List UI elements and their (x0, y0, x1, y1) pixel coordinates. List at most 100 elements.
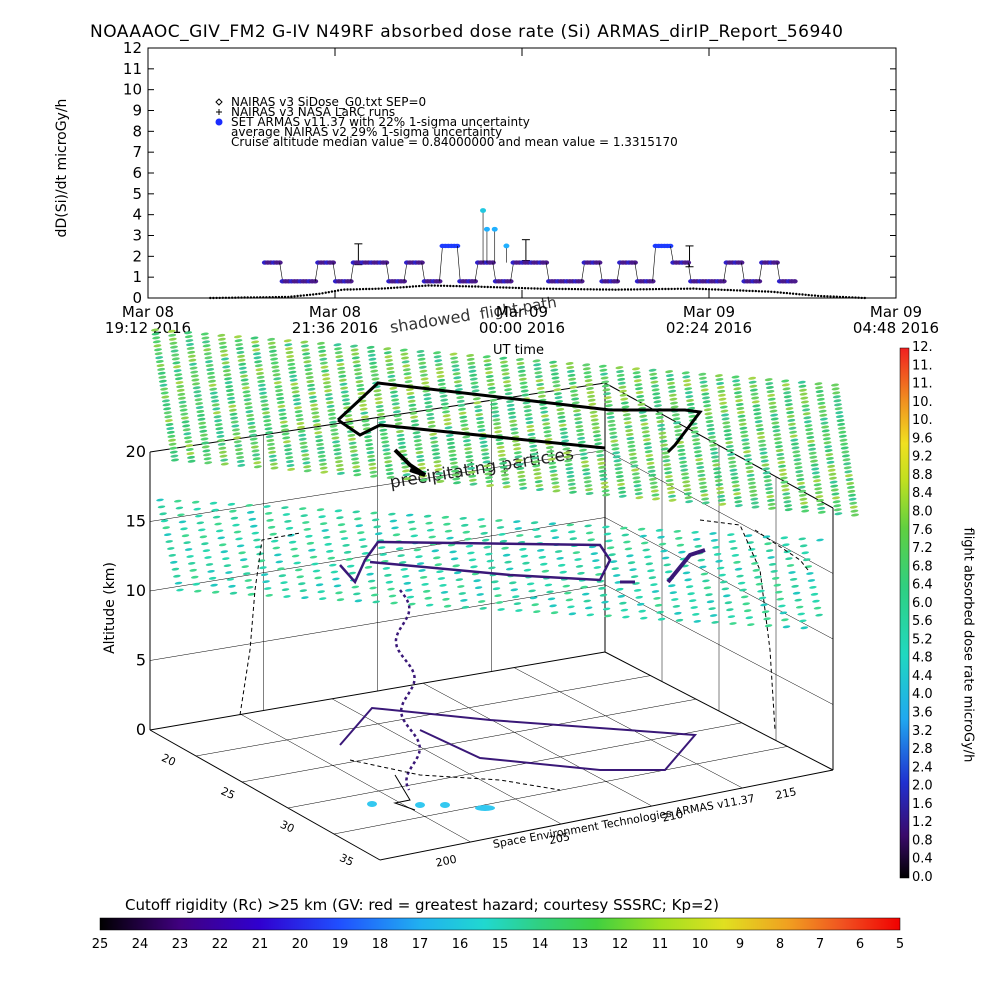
particle-dash (340, 386, 349, 390)
rigidity-tick-label: 5 (896, 937, 904, 952)
particle-dash (547, 457, 556, 461)
particle-dash (248, 429, 257, 433)
particle-dash (453, 380, 462, 384)
particle-dash (490, 402, 498, 406)
particle-dash (318, 515, 326, 519)
particle-dash (544, 438, 553, 442)
particle-dash (781, 379, 790, 383)
nairas-point (405, 285, 408, 289)
nairas-point (573, 287, 577, 291)
nairas-point (810, 294, 813, 297)
particle-dash (406, 392, 415, 395)
nairas-point (829, 295, 832, 298)
particle-dash (228, 584, 236, 588)
particle-dash (604, 614, 612, 618)
particle-dash (415, 451, 424, 454)
particle-dash (626, 554, 634, 558)
particle-dash (362, 423, 371, 427)
particle-dash (660, 549, 668, 553)
particle-dash (641, 430, 650, 434)
particle-dash (359, 407, 368, 411)
particle-dash (354, 372, 363, 376)
particle-dash (685, 500, 694, 504)
particle-dash (318, 597, 327, 600)
particle-dash (151, 332, 160, 336)
particle-dash (217, 536, 225, 540)
particle-dash (754, 575, 762, 579)
particle-dash (316, 341, 325, 345)
particle-dash (761, 610, 770, 614)
particle-dash (533, 367, 542, 371)
particle-dash (832, 500, 841, 504)
particle-dash (830, 488, 839, 492)
particle-dash (484, 472, 493, 476)
particle-dash (361, 552, 370, 555)
nairas-point (259, 296, 262, 299)
particle-dash (475, 417, 484, 420)
particle-dash (505, 567, 514, 571)
particle-dash (705, 420, 714, 423)
particle-dash (810, 463, 819, 467)
grid-line (287, 722, 742, 809)
particle-dash (199, 535, 208, 539)
particle-dash (464, 451, 473, 455)
nairas-point (530, 287, 533, 290)
particle-dash (652, 396, 661, 400)
particle-dash (319, 462, 328, 466)
particle-dash (388, 378, 396, 382)
particle-dash (200, 437, 209, 441)
particle-dash (691, 434, 700, 438)
nairas-point (798, 293, 801, 296)
particle-dash (493, 422, 501, 426)
colorbar-tick-label: 3.6 (912, 706, 933, 721)
y-tick-label: 11 (123, 60, 142, 78)
particle-dash (767, 397, 776, 401)
particle-dash (727, 452, 735, 456)
particle-dash (312, 419, 321, 423)
particle-dash (310, 407, 319, 411)
particle-dash (799, 497, 808, 501)
particle-dash (159, 512, 167, 516)
particle-dash (156, 364, 165, 367)
particle-dash (823, 441, 832, 445)
particle-dash (554, 550, 563, 553)
particle-dash (705, 416, 713, 420)
particle-dash (749, 493, 758, 497)
particle-dash (424, 401, 433, 405)
particle-dash (330, 570, 339, 574)
particle-dash (546, 450, 555, 453)
particle-dash (239, 370, 248, 374)
particle-dash (565, 362, 574, 365)
particle-dash (612, 451, 621, 455)
particle-dash (410, 419, 419, 423)
particle-dash (254, 364, 263, 368)
particle-dash (402, 368, 411, 372)
particle-dash (552, 384, 561, 388)
particle-dash (685, 395, 694, 399)
particle-dash (469, 377, 478, 381)
particle-dash (270, 357, 279, 361)
nairas-point (760, 290, 764, 293)
particle-dash (375, 401, 384, 405)
particle-dash (465, 455, 474, 459)
particle-dash (154, 348, 162, 352)
particle-dash (625, 433, 634, 436)
dose-colorbar-bar (899, 347, 910, 879)
particle-dash (536, 549, 545, 552)
particle-dash (644, 450, 653, 454)
particle-dash (336, 471, 345, 475)
particle-dash (303, 469, 312, 473)
particle-dash (385, 359, 393, 363)
particle-dash (282, 440, 291, 444)
particle-dash (746, 470, 754, 473)
particle-dash (295, 418, 304, 421)
particle-dash (161, 395, 170, 399)
particle-dash (741, 438, 750, 442)
particle-dash (502, 376, 511, 380)
particle-dash (771, 425, 780, 429)
nairas-point (826, 295, 829, 298)
particle-dash (621, 405, 630, 409)
particle-dash (768, 405, 777, 409)
particle-dash (164, 419, 173, 423)
particle-dash (462, 530, 471, 534)
